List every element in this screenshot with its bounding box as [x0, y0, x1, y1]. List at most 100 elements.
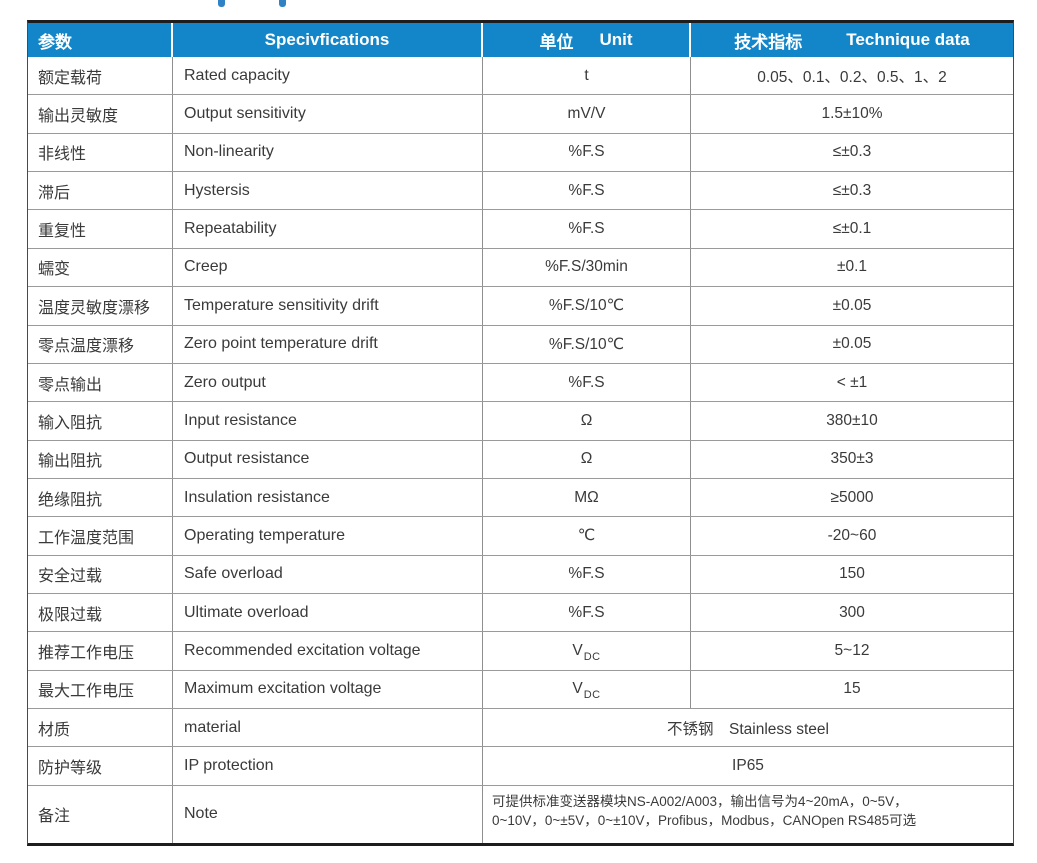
spec-cell-en: Hystersis: [173, 172, 483, 210]
unit-cell: %F.S: [483, 210, 691, 248]
unit-cell: mV/V: [483, 95, 691, 133]
cropped-heading-remnant: [218, 0, 225, 7]
header-label-parameter-zh: 参数: [38, 32, 72, 52]
unit-cell: %F.S: [483, 363, 691, 402]
param-cell-zh: 极限过载: [28, 594, 173, 632]
table-row: 零点输出 Zero output %F.S < ±1: [28, 363, 1013, 403]
header-label-technique-zh: 技术指标: [734, 32, 803, 52]
table-row: 安全过载 Safe overload %F.S 150: [28, 555, 1013, 595]
table-row: 滞后 Hystersis %F.S ≤±0.3: [28, 172, 1013, 211]
param-cell-zh: 防护等级: [28, 747, 173, 785]
spec-cell-en: Output sensitivity: [173, 95, 483, 133]
value-cell: < ±1: [836, 373, 868, 391]
param-cell-zh: 输出灵敏度: [28, 95, 173, 133]
table-row: 最大工作电压 Maximum excitation voltage V DC 15: [28, 670, 1013, 710]
unit-cell: ℃: [483, 517, 691, 555]
param-cell-zh: 推荐工作电压: [28, 632, 173, 670]
spec-cell-en: material: [173, 709, 483, 747]
unit-cell: %F.S: [483, 133, 691, 172]
spec-cell-en: Insulation resistance: [173, 478, 483, 517]
spec-cell-en: Output resistance: [173, 440, 483, 478]
unit-subscript: DC: [583, 689, 601, 702]
value-cell: 350±3: [830, 450, 874, 468]
param-cell-zh: 重复性: [28, 210, 173, 248]
header-label-technique-en: Technique data: [846, 30, 970, 49]
value-cell: ±0.1: [836, 258, 868, 276]
unit-cell: V DC: [483, 670, 691, 709]
spec-cell-en: Non-linearity: [173, 133, 483, 172]
param-cell-zh: 最大工作电压: [28, 670, 173, 709]
table-body: 额定载荷 Rated capacity t 0.05、0.1、0.2、0.5、1、2 输…: [28, 57, 1013, 843]
table-row: 温度灵敏度漂移 Temperature sensitivity drift %F.S…: [28, 287, 1013, 326]
table-row: 推荐工作电压 Recommended excitation voltage V DC 5…: [28, 632, 1013, 671]
unit-cell: %F.S/30min: [483, 248, 691, 287]
table-row: 防护等级 IP protection IP65: [28, 747, 1013, 786]
spec-cell-en: Repeatability: [173, 210, 483, 248]
value-cell: ±0.05: [832, 335, 872, 353]
value-cell: ±0.05: [832, 296, 872, 314]
spec-cell-en: Ultimate overload: [173, 594, 483, 632]
spec-cell-en: Operating temperature: [173, 517, 483, 555]
cropped-heading-remnant: [279, 0, 286, 7]
param-cell-zh: 额定载荷: [28, 57, 173, 95]
unit-cell: Ω: [483, 440, 691, 478]
spec-cell-en: Input resistance: [173, 402, 483, 440]
param-cell-zh: 输出阻抗: [28, 440, 173, 478]
param-cell-zh: 绝缘阻抗: [28, 478, 173, 517]
table-row: 输入阻抗 Input resistance Ω 380±10: [28, 402, 1013, 441]
header-label-unit-zh: 单位: [539, 32, 574, 52]
param-cell-zh: 安全过载: [28, 555, 173, 594]
value-cell: 380±10: [826, 411, 878, 429]
table-row: 材质 material 不锈钢 Stainless steel: [28, 709, 1013, 748]
param-cell-zh: 温度灵敏度漂移: [28, 287, 173, 325]
param-cell-zh: 零点温度漂移: [28, 325, 173, 363]
value-cell-merged: IP65: [732, 757, 764, 775]
unit-cell: %F.S/10℃: [483, 325, 691, 363]
header-label-unit-en: Unit: [599, 30, 633, 49]
value-cell: ≤±0.3: [832, 181, 872, 199]
spec-cell-en: Zero point temperature drift: [173, 325, 483, 363]
unit-cell: t: [483, 57, 691, 95]
note-line: 可提供标准变送器模块NS-A002/A003，输出信号为4~20mA，0~5V，: [492, 793, 908, 809]
table-header-row: 参数 Specivfications 单位 Unit 技术指标 Technique …: [28, 23, 1013, 57]
spec-cell-en: Note: [173, 785, 483, 843]
param-cell-zh: 蠕变: [28, 248, 173, 287]
spec-cell-en: Creep: [173, 248, 483, 287]
spec-cell-en: IP protection: [173, 747, 483, 785]
spec-cell-en: Zero output: [173, 363, 483, 402]
unit-cell: Ω: [483, 402, 691, 440]
value-cell: ≤±0.1: [832, 220, 872, 238]
value-cell: 15: [843, 680, 861, 698]
param-cell-zh: 材质: [28, 709, 173, 747]
header-label-specifications: Specivfications: [264, 30, 390, 49]
table-row: 工作温度范围 Operating temperature ℃ -20~60: [28, 517, 1013, 556]
param-cell-zh: 工作温度范围: [28, 517, 173, 555]
header-cell-unit: 单位 Unit: [483, 23, 691, 57]
table-row: 重复性 Repeatability %F.S ≤±0.1: [28, 210, 1013, 249]
value-cell: ≤±0.3: [832, 143, 872, 161]
table-row: 极限过载 Ultimate overload %F.S 300: [28, 594, 1013, 633]
spec-cell-en: Recommended excitation voltage: [173, 632, 483, 670]
value-cell: ≥5000: [830, 488, 874, 506]
table-row: 输出灵敏度 Output sensitivity mV/V 1.5±10%: [28, 95, 1013, 134]
param-cell-zh: 滞后: [28, 172, 173, 210]
unit-cell: MΩ: [483, 478, 691, 517]
value-cell: 0.05、0.1、0.2、0.5、1、2: [757, 68, 947, 86]
value-cell-merged: 不锈钢 Stainless steel: [667, 720, 829, 738]
header-cell-specifications: Specivfications: [173, 23, 483, 57]
unit-cell: V DC: [483, 632, 691, 670]
table-row: 蠕变 Creep %F.S/30min ±0.1: [28, 248, 1013, 288]
spec-cell-en: Safe overload: [173, 555, 483, 594]
spec-cell-en: Temperature sensitivity drift: [173, 287, 483, 325]
table-row: 绝缘阻抗 Insulation resistance MΩ ≥5000: [28, 478, 1013, 518]
unit-cell: %F.S/10℃: [483, 287, 691, 325]
table-row: 额定载荷 Rated capacity t 0.05、0.1、0.2、0.5、1、2: [28, 57, 1013, 96]
header-cell-technique-data: 技术指标 Technique data: [691, 23, 1013, 57]
note-line: 0~10V，0~±5V，0~±10V，Profibus，Modbus，CANOp…: [492, 813, 917, 829]
spec-cell-en: Rated capacity: [173, 57, 483, 95]
value-cell: -20~60: [827, 526, 877, 544]
param-cell-zh: 零点输出: [28, 363, 173, 402]
value-cell-merged: 可提供标准变送器模块NS-A002/A003，输出信号为4~20mA，0~5V，…: [483, 786, 1013, 843]
specification-table: 参数 Specivfications 单位 Unit 技术指标 Technique …: [27, 20, 1014, 846]
value-cell: 300: [839, 603, 865, 621]
